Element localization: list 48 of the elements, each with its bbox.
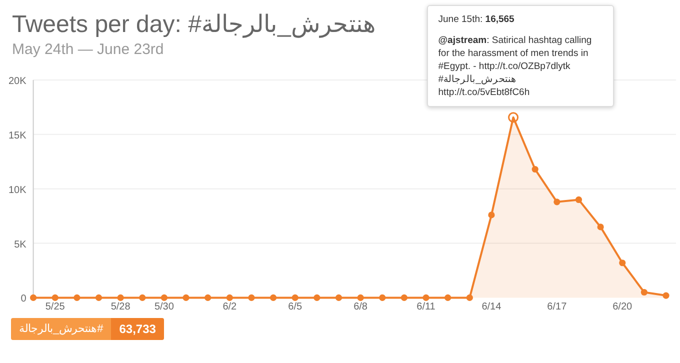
chart-subtitle: May 24th — June 23rd	[12, 41, 164, 58]
point	[422, 294, 430, 301]
point	[335, 294, 342, 301]
point	[575, 196, 582, 204]
point	[379, 294, 386, 301]
point	[182, 294, 190, 301]
point	[444, 294, 452, 301]
point	[597, 224, 604, 230]
x-tick-label: 5/28	[110, 302, 131, 313]
point	[466, 294, 473, 301]
point	[204, 294, 212, 301]
x-tick-label: 5/25	[45, 302, 66, 313]
x-tick-label: 6/2	[222, 302, 238, 313]
point	[30, 294, 37, 301]
y-tick-label: 15K	[8, 130, 27, 142]
point	[95, 294, 102, 301]
point	[117, 294, 124, 301]
y-tick-label: 10K	[8, 184, 27, 196]
x-tick-label: 5/30	[154, 302, 174, 313]
point	[662, 292, 670, 299]
x-tick-label: 6/5	[288, 302, 302, 313]
text: 63,733	[111, 318, 164, 340]
chart-title: Tweets per day: #هنتحرش_بالرجالة	[12, 10, 376, 39]
point	[532, 166, 538, 173]
x-tick-label: 6/8	[354, 302, 368, 313]
point	[619, 260, 626, 266]
point	[52, 294, 58, 301]
point	[400, 294, 408, 301]
point	[160, 294, 168, 301]
point	[314, 294, 320, 301]
x-tick-label: 6/20	[612, 302, 633, 313]
point	[270, 294, 277, 301]
x-tick-label: 6/17	[547, 302, 568, 313]
point	[488, 212, 495, 218]
y-tick-label: 20K	[8, 76, 27, 87]
point	[357, 294, 364, 301]
point	[292, 294, 298, 301]
x-tick-label: 6/14	[482, 302, 502, 313]
point	[554, 198, 560, 206]
point	[248, 294, 255, 301]
point	[640, 288, 648, 296]
y-tick-label: 0	[20, 294, 27, 305]
point	[74, 294, 80, 301]
point	[139, 294, 146, 301]
y-tick-label: 5K	[14, 239, 27, 250]
text: #هنتحرش_بالرجالة	[11, 318, 112, 340]
x-tick-label: 6/11	[416, 302, 436, 313]
point	[226, 294, 233, 301]
